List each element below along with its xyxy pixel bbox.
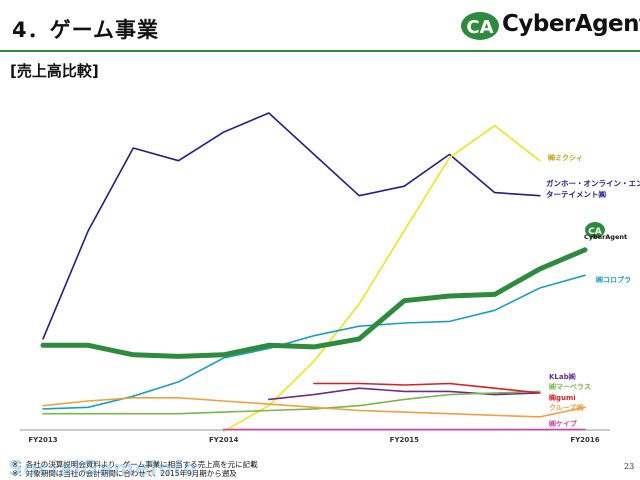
- footnote-1: ※：各社の決算説明会資料より、ゲーム事業に相当する売上高を元に記載: [12, 460, 258, 469]
- series-line: [40, 247, 588, 359]
- footnote-2: ※：対象期間は当社の会計期間に合わせて、2015年9月期から遡及: [12, 469, 237, 478]
- series-line: [42, 397, 586, 418]
- cyberagent-logo: CA CyberAgent: [460, 10, 640, 42]
- section-subtitle: [売上高比較]: [10, 62, 99, 80]
- x-tick-label: FY2016: [570, 436, 599, 444]
- logo-text: CyberAgent: [502, 11, 640, 37]
- series-label: ㈱コロプラ: [596, 275, 631, 284]
- x-tick-label: FY2013: [28, 436, 57, 444]
- logo-mark-text: CA: [466, 17, 493, 38]
- title-underline: [0, 50, 640, 52]
- x-tick-label: FY2014: [209, 436, 238, 444]
- series-label: クルーズ㈱: [549, 403, 583, 412]
- watermark: SocialGameInfo: [8, 456, 198, 480]
- series-line: [268, 387, 541, 401]
- series-label: KLab㈱: [549, 372, 576, 381]
- page-number: 23: [624, 462, 635, 471]
- series-label: ガンホー・オンライン・エンターテイメント㈱: [546, 178, 640, 199]
- ca-logo-mark-icon: CA: [461, 12, 499, 40]
- series-line: [222, 124, 541, 432]
- page-title: 4．ゲーム事業: [12, 18, 159, 42]
- series-label: ㈱ミクシィ: [548, 153, 583, 162]
- series-label: ㈱gumi: [549, 393, 576, 402]
- series-label: CyberAgent: [584, 233, 627, 241]
- series-line: [42, 390, 541, 415]
- slide-header: 4．ゲーム事業 CA CyberAgent: [0, 0, 640, 52]
- series-label: ㈱マーベラス: [549, 382, 591, 391]
- series-label: ㈱ケイブ: [549, 419, 577, 428]
- series-logo-mark-text: CA: [588, 227, 602, 237]
- series-line: [313, 382, 541, 394]
- series-line: [42, 112, 541, 340]
- x-tick-label: FY2015: [390, 436, 419, 444]
- series-line: [42, 274, 586, 410]
